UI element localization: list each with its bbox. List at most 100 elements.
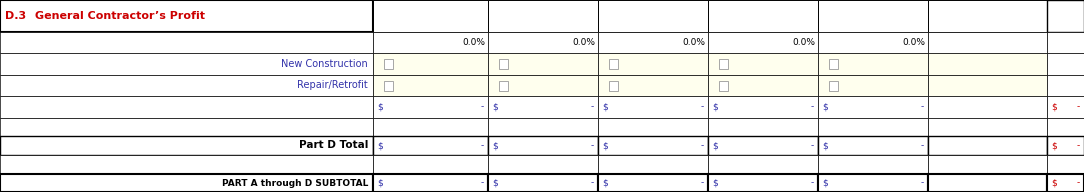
Text: -: - bbox=[1076, 103, 1080, 112]
Text: $: $ bbox=[1051, 141, 1057, 150]
Bar bbox=[708, 118, 818, 136]
Bar bbox=[384, 80, 392, 90]
Bar bbox=[373, 96, 488, 118]
Bar bbox=[828, 59, 838, 69]
Bar bbox=[928, 32, 1047, 53]
Text: $: $ bbox=[822, 103, 828, 112]
Text: -: - bbox=[811, 141, 814, 150]
Bar bbox=[0, 136, 373, 155]
Bar bbox=[0, 53, 373, 75]
Bar bbox=[373, 174, 488, 192]
Bar bbox=[598, 118, 708, 136]
Text: 0.0%: 0.0% bbox=[572, 38, 595, 47]
Bar bbox=[708, 0, 818, 32]
Bar bbox=[608, 80, 618, 90]
Text: $: $ bbox=[712, 141, 718, 150]
Bar bbox=[818, 174, 928, 192]
Bar bbox=[1047, 155, 1084, 174]
Bar bbox=[488, 0, 598, 32]
Bar bbox=[818, 75, 928, 96]
Bar bbox=[1047, 75, 1084, 96]
Text: -: - bbox=[700, 103, 704, 112]
Bar bbox=[708, 75, 818, 96]
Text: -: - bbox=[480, 179, 483, 188]
Bar bbox=[0, 96, 373, 118]
Bar bbox=[598, 0, 708, 32]
Bar bbox=[1047, 118, 1084, 136]
Bar bbox=[598, 53, 708, 75]
Text: -: - bbox=[700, 141, 704, 150]
Text: -: - bbox=[811, 179, 814, 188]
Bar bbox=[0, 174, 373, 192]
Bar bbox=[488, 174, 598, 192]
Bar bbox=[818, 0, 928, 32]
Text: -: - bbox=[1076, 179, 1080, 188]
Text: 0.0%: 0.0% bbox=[462, 38, 485, 47]
Text: 0.0%: 0.0% bbox=[792, 38, 815, 47]
Bar bbox=[708, 32, 818, 53]
Bar bbox=[1047, 96, 1084, 118]
Bar bbox=[1047, 32, 1084, 53]
Text: -: - bbox=[920, 179, 924, 188]
Bar bbox=[598, 32, 708, 53]
Bar bbox=[928, 0, 1047, 32]
Bar bbox=[719, 80, 727, 90]
Bar bbox=[373, 155, 488, 174]
Bar bbox=[488, 96, 598, 118]
Bar bbox=[0, 118, 373, 136]
Bar bbox=[608, 59, 618, 69]
Text: -: - bbox=[591, 179, 594, 188]
Text: 0.0%: 0.0% bbox=[682, 38, 705, 47]
Text: $: $ bbox=[377, 103, 383, 112]
Text: -: - bbox=[591, 103, 594, 112]
Bar bbox=[708, 155, 818, 174]
Text: New Construction: New Construction bbox=[281, 59, 367, 69]
Bar bbox=[373, 118, 488, 136]
Text: $: $ bbox=[377, 141, 383, 150]
Bar bbox=[488, 75, 598, 96]
Bar bbox=[928, 136, 1047, 155]
Text: $: $ bbox=[822, 141, 828, 150]
Bar bbox=[928, 53, 1047, 75]
Text: $: $ bbox=[602, 141, 608, 150]
Bar bbox=[928, 118, 1047, 136]
Bar bbox=[373, 0, 488, 32]
Bar bbox=[488, 118, 598, 136]
Bar bbox=[488, 53, 598, 75]
Text: 0.0%: 0.0% bbox=[902, 38, 925, 47]
Text: Part D Total: Part D Total bbox=[298, 141, 367, 151]
Bar bbox=[1047, 174, 1084, 192]
Text: $: $ bbox=[1051, 179, 1057, 188]
Bar bbox=[1047, 136, 1084, 155]
Bar bbox=[818, 32, 928, 53]
Bar bbox=[818, 53, 928, 75]
Bar bbox=[0, 0, 373, 32]
Bar bbox=[373, 75, 488, 96]
Bar bbox=[818, 136, 928, 155]
Bar bbox=[828, 80, 838, 90]
Text: -: - bbox=[920, 141, 924, 150]
Text: -: - bbox=[1076, 141, 1080, 150]
Text: $: $ bbox=[822, 179, 828, 188]
Text: $: $ bbox=[712, 103, 718, 112]
Bar bbox=[818, 155, 928, 174]
Bar bbox=[598, 136, 708, 155]
Bar bbox=[598, 75, 708, 96]
Bar bbox=[0, 75, 373, 96]
Bar bbox=[818, 96, 928, 118]
Bar bbox=[719, 59, 727, 69]
Text: $: $ bbox=[492, 103, 498, 112]
Text: General Contractor’s Profit: General Contractor’s Profit bbox=[35, 11, 205, 21]
Text: D.3: D.3 bbox=[5, 11, 26, 21]
Text: $: $ bbox=[602, 179, 608, 188]
Text: PART A through D SUBTOTAL: PART A through D SUBTOTAL bbox=[221, 179, 367, 188]
Bar bbox=[488, 32, 598, 53]
Text: -: - bbox=[811, 103, 814, 112]
Bar bbox=[373, 136, 488, 155]
Text: $: $ bbox=[492, 179, 498, 188]
Text: -: - bbox=[920, 103, 924, 112]
Bar bbox=[1047, 0, 1084, 32]
Text: -: - bbox=[480, 141, 483, 150]
Text: -: - bbox=[591, 141, 594, 150]
Bar bbox=[384, 59, 392, 69]
